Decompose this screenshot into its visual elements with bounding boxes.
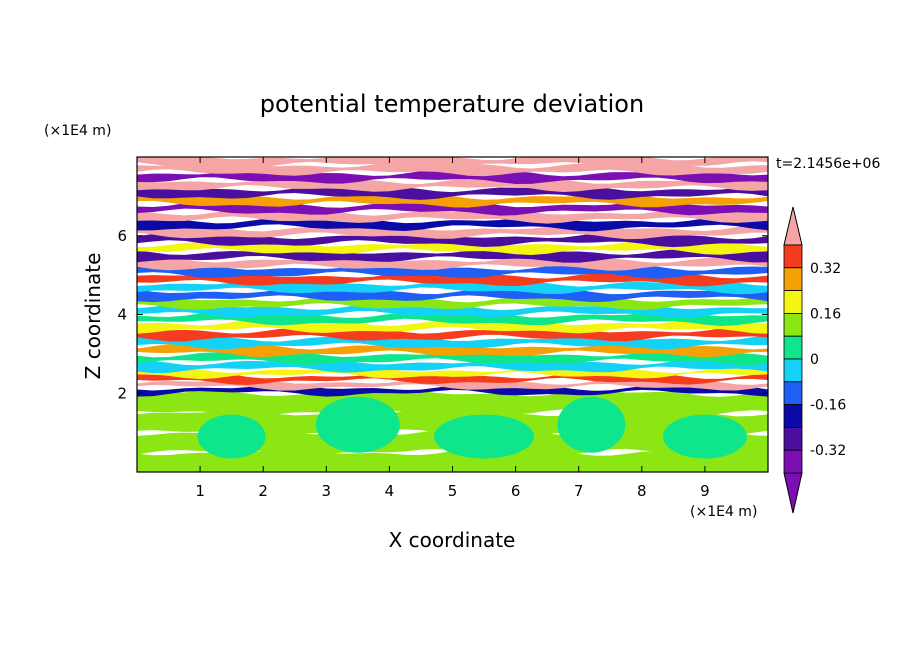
x-tick-label: 2: [258, 482, 268, 500]
colorbar-box: [783, 267, 803, 291]
colorbar-box: [783, 312, 803, 337]
bottom-blob: [434, 414, 535, 459]
bottom-blob: [662, 414, 747, 459]
upper-band: [137, 366, 768, 380]
y-tick-label: 2: [117, 384, 127, 402]
colorbar-tick-label: 0.16: [810, 306, 841, 322]
colorbar-box: [783, 404, 803, 428]
x-unit-label: (×1E4 m): [690, 504, 757, 520]
bottom-blob: [197, 414, 266, 459]
colorbar-box: [783, 244, 803, 269]
x-tick-label: 1: [195, 482, 205, 500]
chart-title: potential temperature deviation: [260, 90, 644, 118]
colorbar-box: [783, 381, 803, 405]
x-axis-ticks: 1 2 3 4 5 6 7 8 9: [195, 157, 710, 500]
upper-band: [137, 177, 768, 192]
colorbar-tick-label: -0.16: [810, 398, 846, 414]
x-tick-label: 5: [448, 482, 458, 500]
upper-band: [137, 342, 768, 358]
colorbar-box: [783, 449, 803, 474]
time-label: t=2.1456e+06: [776, 156, 880, 172]
colorbar-tick-label: -0.32: [810, 443, 846, 459]
y-unit-label: (×1E4 m): [44, 123, 111, 139]
x-tick-label: 4: [385, 482, 395, 500]
x-axis-label: X coordinate: [389, 528, 516, 552]
x-tick-label: 8: [637, 482, 647, 500]
x-tick-label: 7: [574, 482, 584, 500]
y-tick-label: 4: [117, 306, 127, 324]
colorbar-extend-max: [783, 206, 803, 246]
y-tick-label: 6: [117, 227, 127, 245]
contour-bands: [137, 157, 768, 472]
upper-band: [137, 255, 768, 271]
colorbar: -0.32 -0.16 0 0.16 0.32: [783, 206, 846, 514]
colorbar-extend-min: [783, 472, 803, 514]
colorbar-box: [783, 426, 803, 451]
y-axis-label: Z coordinate: [81, 253, 105, 380]
x-tick-label: 9: [700, 482, 710, 500]
bottom-blob: [315, 396, 400, 453]
upper-band: [137, 169, 768, 184]
bottom-blob: [557, 396, 626, 453]
colorbar-tick-label: 0.32: [810, 261, 841, 277]
x-tick-label: 6: [511, 482, 521, 500]
colorbar-box: [783, 358, 803, 383]
y-axis-ticks: 2 4 6: [117, 227, 768, 402]
upper-band: [137, 271, 768, 287]
colorbar-tick-label: 0: [810, 352, 819, 368]
colorbar-box: [783, 335, 803, 360]
colorbar-box: [783, 290, 803, 314]
x-tick-label: 3: [322, 482, 332, 500]
